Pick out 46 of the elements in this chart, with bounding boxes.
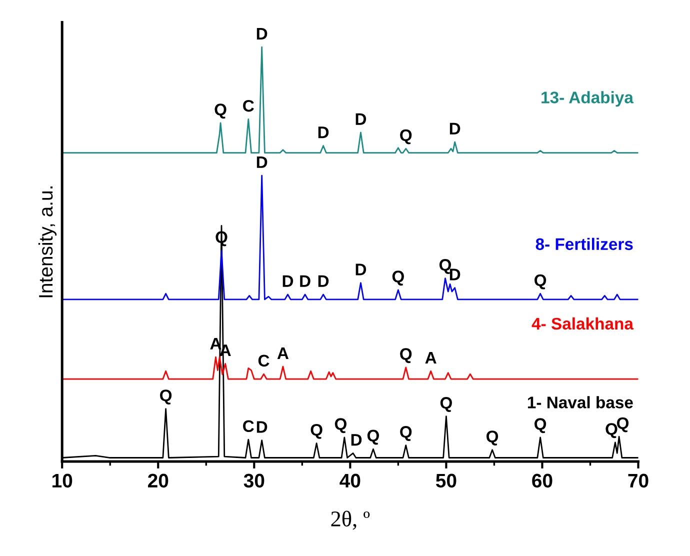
x-tick-label: 30 <box>244 474 264 488</box>
annotation: D <box>450 268 460 280</box>
annotation: D <box>256 28 268 40</box>
annotation: Q <box>606 423 618 438</box>
annotation: D <box>300 275 310 287</box>
annotation: Q <box>534 274 546 290</box>
annotation: Q <box>439 259 452 274</box>
annotation: D <box>450 122 460 134</box>
annotation: Q <box>400 129 412 144</box>
text: 8- Fertilizers <box>536 238 633 250</box>
annotation: Q <box>367 430 379 445</box>
annotation: Q <box>160 390 172 405</box>
x-tick-label: 20 <box>148 474 168 488</box>
x-tick-label: 70 <box>628 474 648 488</box>
annotation: D <box>356 113 366 125</box>
annotation: Q <box>440 397 452 412</box>
x-axis-title: 2θ, º <box>331 510 370 530</box>
x-tick-label: 60 <box>532 474 552 488</box>
annotation: Q <box>534 418 546 434</box>
annotation: A <box>277 347 289 359</box>
text: 4- Salakhana <box>532 317 634 330</box>
y-axis-title: Intensity, a.u. <box>38 186 57 298</box>
annotation: Q <box>334 418 346 434</box>
text: 13- Adabiya <box>542 91 634 107</box>
series-label: 1- Naval base <box>528 396 633 408</box>
annotation: D <box>256 421 268 433</box>
annotation: Q <box>400 348 412 364</box>
x-tick-label: 10 <box>52 474 72 488</box>
annotation: D <box>282 275 294 287</box>
annotation: Q <box>486 430 498 446</box>
annotation: Q <box>214 104 226 119</box>
annotation: D <box>318 275 329 287</box>
annotation: Q <box>310 424 322 439</box>
annotation: C <box>243 420 254 432</box>
annotation: Q <box>616 417 629 432</box>
x-tick-label: 50 <box>436 474 456 488</box>
x-tick-label: 40 <box>340 474 360 488</box>
annotation: A <box>425 352 436 364</box>
annotation: Q <box>400 426 412 441</box>
annotation: C <box>258 354 270 367</box>
annotation: D <box>351 434 362 446</box>
annotation: Q <box>392 270 404 286</box>
annotation: D <box>256 156 268 168</box>
annotation: D <box>356 264 366 276</box>
annotation: C <box>243 100 254 112</box>
annotation: D <box>318 126 329 138</box>
